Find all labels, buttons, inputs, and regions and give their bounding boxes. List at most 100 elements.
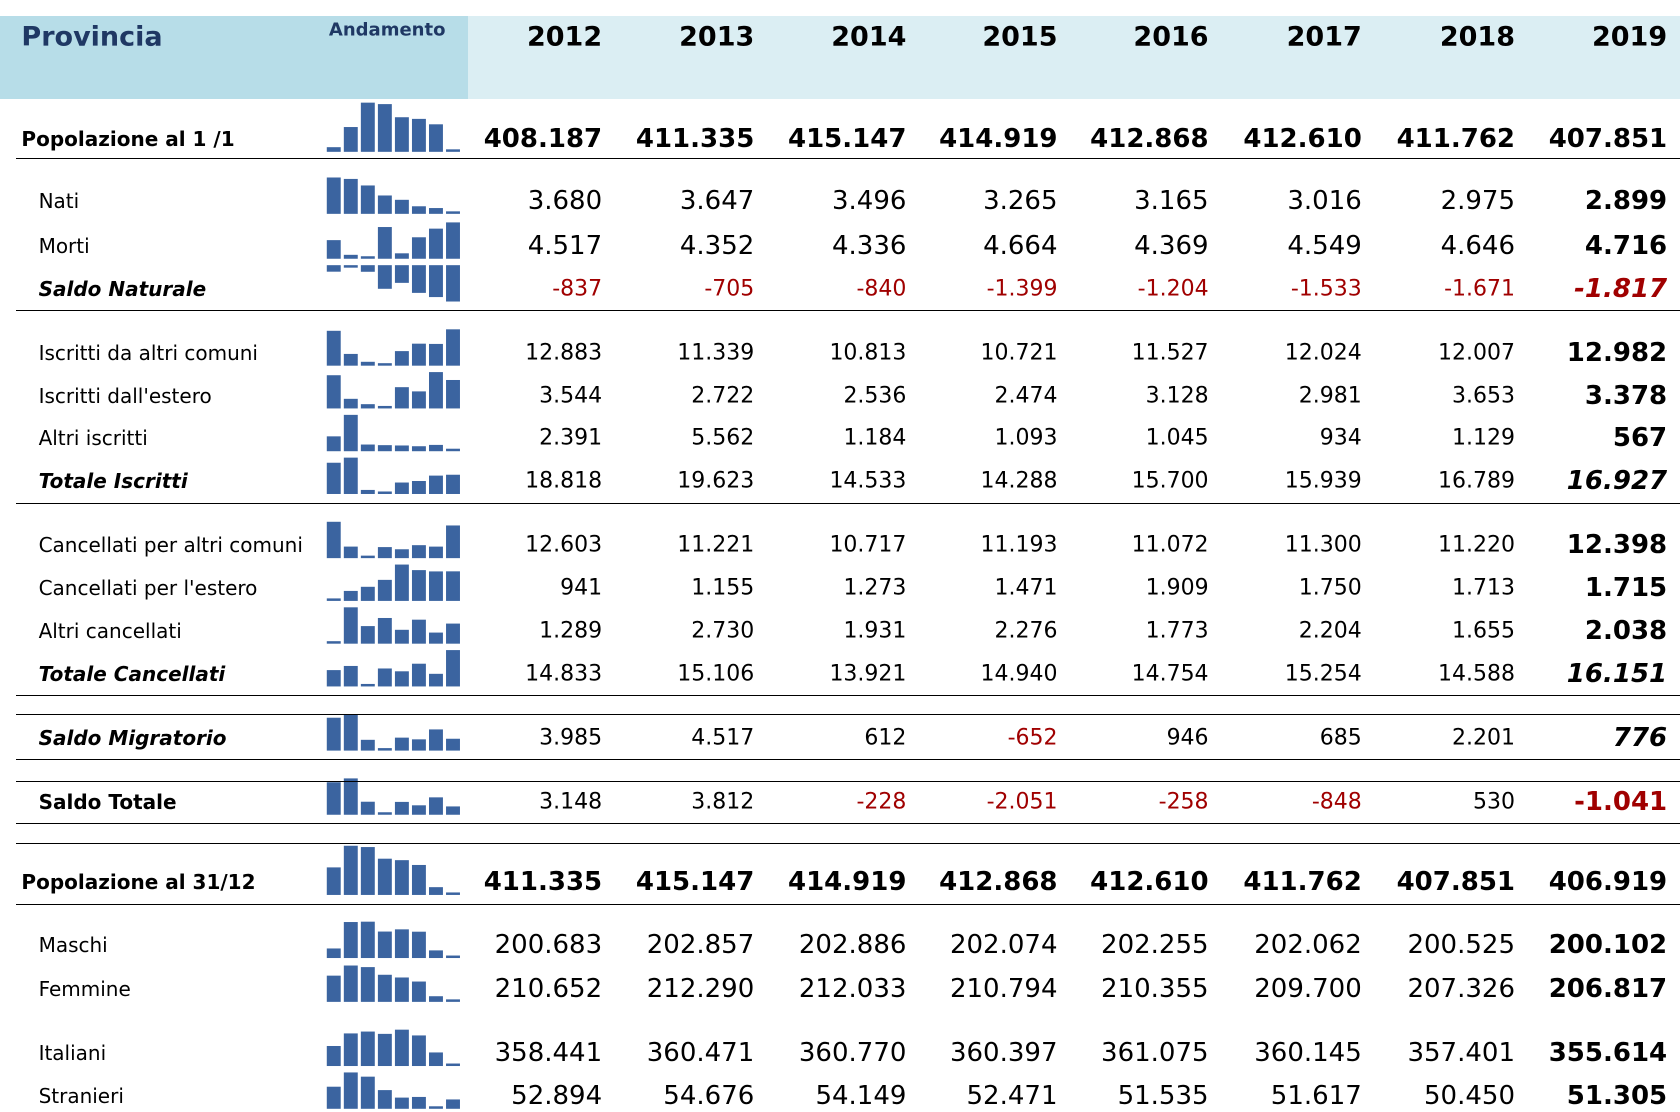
cell-value: -837 — [552, 276, 603, 302]
sparkline-bar — [326, 948, 341, 959]
cell-value: 4.352 — [679, 230, 755, 261]
sparkline-bar — [394, 199, 409, 214]
sparkline-bar — [394, 253, 409, 259]
cell-value: 1.715 — [1584, 573, 1668, 604]
cell-value: 200.683 — [494, 930, 603, 961]
cell-value: 11.221 — [677, 532, 755, 558]
sparkline-bar — [429, 265, 443, 298]
row-label: Popolazione al 1 /1 — [21, 127, 235, 151]
cell-value: 54.676 — [663, 1080, 755, 1111]
cell-value: -1.399 — [986, 276, 1058, 302]
separator — [16, 310, 1680, 312]
row-label: Cancellati per altri comuni — [38, 533, 303, 558]
sparkline-bar — [411, 739, 426, 751]
sparkline-bar — [343, 590, 358, 601]
sparkline-bar — [446, 650, 460, 687]
header-trend: Andamento — [328, 19, 446, 41]
cell-value: 2.730 — [691, 618, 755, 644]
row-label: Morti — [38, 233, 90, 258]
sparkline-bar — [377, 227, 392, 259]
sparkline-bar — [343, 965, 358, 1002]
cell-value: 946 — [1166, 725, 1209, 751]
sparkline-bar — [411, 206, 426, 214]
sparkline-bar — [326, 1045, 341, 1067]
sparkline-bar — [394, 549, 409, 559]
sparkline-bar — [429, 887, 443, 895]
cell-value: 411.762 — [1243, 867, 1362, 898]
sparkline-bar — [360, 586, 375, 601]
cell-value: 13.921 — [829, 661, 907, 687]
year-header: 2013 — [679, 21, 755, 53]
sparkline-bar — [446, 525, 460, 559]
sparkline-bar — [411, 343, 426, 366]
sparkline-bar — [394, 387, 409, 409]
sparkline-bar — [411, 570, 426, 601]
cell-value: 210.794 — [949, 974, 1058, 1005]
sparkline-bar — [446, 571, 460, 601]
cell-value: -652 — [1007, 725, 1058, 751]
sparkline-bar — [394, 1097, 409, 1109]
sparkline-bar — [377, 1033, 392, 1067]
header-title: Provincia — [21, 21, 163, 53]
sparkline-bar — [446, 211, 460, 214]
sparkline-bar — [446, 265, 460, 302]
cell-value: 3.016 — [1287, 186, 1362, 216]
cell-value: 415.147 — [788, 124, 907, 154]
cell-value: 360.471 — [646, 1038, 755, 1069]
separator — [16, 695, 1680, 696]
cell-value: 567 — [1612, 423, 1668, 454]
sparkline-bar — [326, 521, 341, 559]
cell-value: 11.193 — [980, 532, 1058, 558]
sparkline-bar — [377, 579, 392, 601]
row-label: Stranieri — [38, 1083, 124, 1108]
sparkline-bar — [343, 607, 358, 644]
cell-value: 934 — [1319, 425, 1362, 451]
sparkline-bar — [429, 546, 443, 559]
cell-value: -1.041 — [1574, 786, 1668, 817]
sparkline-bar — [360, 626, 375, 644]
sparkline-bar — [411, 1035, 426, 1067]
sparkline-bar — [394, 564, 409, 601]
cell-value: 414.919 — [788, 867, 907, 898]
cell-value: -705 — [704, 276, 755, 302]
sparkline-bar — [326, 975, 341, 1002]
sparkline-bar — [411, 805, 426, 815]
sparkline-bar — [377, 363, 392, 366]
cell-value: 2.038 — [1584, 615, 1668, 646]
sparkline-bar — [377, 812, 392, 815]
sparkline-bar — [446, 806, 460, 815]
separator — [16, 714, 1680, 716]
sparkline-bar — [411, 265, 426, 293]
sparkline-bar — [360, 444, 375, 452]
header-band — [0, 16, 468, 99]
cell-value: 12.603 — [525, 532, 603, 558]
cell-value: -1.817 — [1574, 273, 1668, 304]
cell-value: 2.981 — [1298, 383, 1362, 409]
cell-value: 3.165 — [1134, 186, 1209, 216]
cell-value: 1.909 — [1145, 575, 1209, 601]
sparkline-bar — [394, 1029, 409, 1067]
sparkline-bar — [326, 375, 341, 409]
cell-value: 941 — [560, 575, 603, 601]
cell-value: 11.072 — [1131, 532, 1209, 558]
sparkline-bar — [429, 228, 443, 259]
sparkline-bar — [377, 445, 392, 452]
cell-value: 4.664 — [983, 230, 1058, 261]
cell-value: 12.007 — [1438, 340, 1515, 366]
row-label: Totale Cancellati — [38, 661, 226, 686]
sparkline-bar — [343, 845, 358, 895]
sparkline-bar — [343, 1033, 358, 1067]
sparkline-bar — [446, 222, 460, 259]
sparkline-bar — [394, 860, 409, 895]
cell-value: 10.813 — [829, 340, 907, 366]
row-label: Maschi — [38, 933, 108, 958]
row-label: Saldo Totale — [38, 789, 177, 814]
separator — [16, 158, 1680, 160]
cell-value: 207.326 — [1407, 974, 1515, 1005]
row-label: Iscritti da altri comuni — [38, 340, 258, 365]
year-header: 2012 — [526, 21, 603, 53]
cell-value: 1.471 — [994, 575, 1058, 601]
sparkline-bar — [429, 632, 443, 644]
sparkline-bar — [394, 265, 409, 283]
cell-value: 3.496 — [831, 186, 907, 216]
